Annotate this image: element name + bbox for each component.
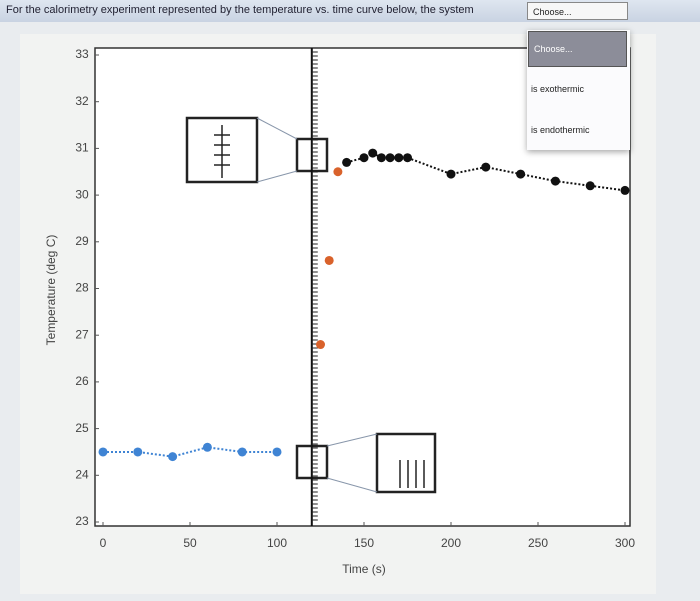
data-point — [368, 148, 378, 158]
data-point — [342, 157, 352, 167]
x-tick-label: 200 — [441, 536, 461, 550]
y-tick-label: 23 — [75, 514, 89, 528]
series-line — [103, 446, 277, 458]
x-axis-label: Time (s) — [342, 562, 386, 576]
inset-details — [214, 125, 425, 488]
data-point — [333, 167, 343, 177]
dropdown-option[interactable]: is endothermic — [531, 125, 590, 135]
data-point — [98, 447, 108, 457]
answer-select[interactable]: Choose... — [527, 2, 628, 20]
data-point — [316, 340, 325, 350]
y-tick-label: 25 — [75, 421, 89, 435]
data-point — [516, 169, 526, 179]
x-tick-label: 300 — [615, 536, 635, 550]
data-point — [237, 447, 247, 457]
y-tick-label: 27 — [75, 327, 89, 341]
data-point — [133, 447, 143, 457]
dropdown-menu: Choose... is exothermic is endothermic — [527, 30, 630, 150]
y-tick-label: 29 — [75, 234, 89, 248]
data-point — [168, 452, 178, 462]
y-tick-label: 30 — [75, 187, 89, 201]
x-tick-label: 150 — [354, 536, 374, 550]
data-point — [359, 153, 369, 163]
dropdown-option[interactable]: Choose... — [528, 31, 627, 67]
data-point — [202, 442, 212, 452]
zoom-connectors — [256, 117, 378, 493]
x-tick-label: 50 — [183, 536, 197, 550]
data-point — [272, 447, 282, 457]
data-point — [385, 153, 395, 163]
x-tick-label: 250 — [528, 536, 548, 550]
y-tick-label: 28 — [75, 281, 89, 295]
data-point — [550, 176, 560, 186]
dropdown-option[interactable]: is exothermic — [531, 84, 585, 94]
y-tick-label: 32 — [75, 94, 89, 108]
data-point — [481, 162, 491, 172]
data-point — [376, 153, 386, 163]
data-point — [324, 255, 334, 265]
zoom-insets — [185, 116, 437, 494]
data-point — [446, 169, 456, 179]
x-tick-label: 0 — [100, 536, 107, 550]
data-point — [403, 153, 412, 163]
question-text: For the calorimetry experiment represent… — [6, 4, 474, 16]
y-axis-label: Temperature (deg C) — [44, 235, 58, 346]
y-tick-label: 24 — [75, 467, 89, 481]
data-point — [394, 153, 404, 163]
question-bar: For the calorimetry experiment represent… — [0, 0, 700, 22]
data-point — [585, 181, 595, 191]
x-tick-label: 100 — [267, 536, 287, 550]
y-tick-label: 33 — [75, 47, 89, 61]
y-tick-label: 26 — [75, 374, 89, 388]
data-point — [620, 185, 630, 195]
y-tick-label: 31 — [75, 141, 89, 155]
